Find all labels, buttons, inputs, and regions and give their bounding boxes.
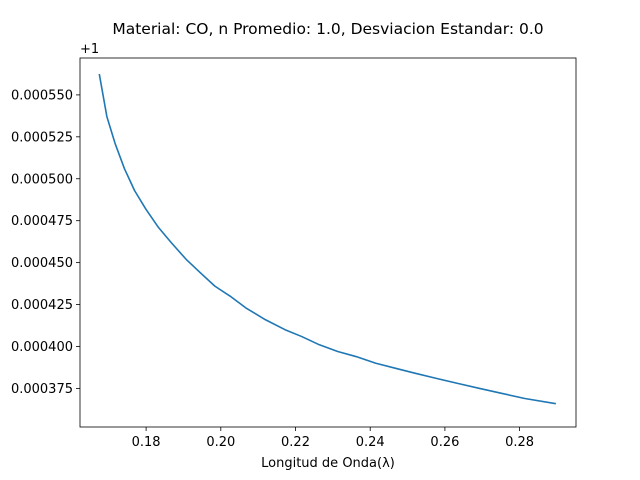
y-tick-label: 0.000550 (11, 88, 73, 103)
y-tick-label: 0.000525 (11, 130, 73, 145)
y-tick-label: 0.000425 (11, 298, 73, 313)
y-tick-label: 0.000450 (11, 256, 73, 271)
y-tick-label: 0.000500 (11, 172, 73, 187)
chart-title: Material: CO, n Promedio: 1.0, Desviacio… (112, 20, 543, 38)
series-line-0 (98, 73, 557, 405)
x-tick-label: 0.20 (206, 435, 235, 450)
axis-ticks: 0.18 0.20 0.22 0.24 0.26 0.28 0.000375 0.000400… (11, 88, 534, 450)
y-axis-offset-label: +1 (80, 42, 99, 57)
y-tick-label: 0.000375 (11, 382, 73, 397)
x-tick-label: 0.26 (430, 435, 459, 450)
y-tick-label: 0.000475 (11, 214, 73, 229)
x-tick-label: 0.28 (505, 435, 534, 450)
y-tick-label: 0.000400 (11, 340, 73, 355)
x-axis-label: Longitud de Onda(λ) (261, 456, 395, 471)
x-tick-label: 0.18 (132, 435, 161, 450)
x-tick-label: 0.22 (281, 435, 310, 450)
plot-frame (79, 57, 577, 428)
plot-area (79, 57, 577, 428)
x-tick-label: 0.24 (356, 435, 385, 450)
